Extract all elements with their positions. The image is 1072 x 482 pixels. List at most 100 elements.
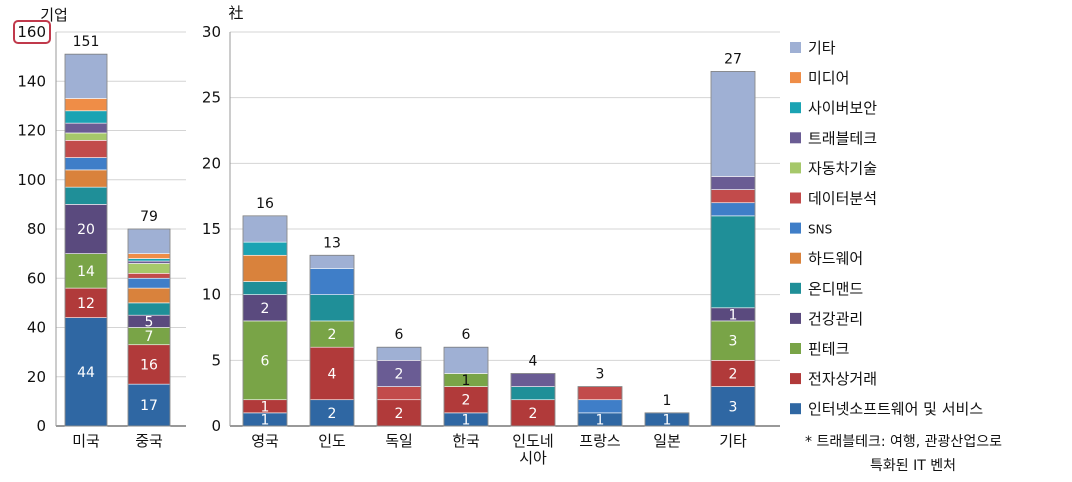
legend-label: 인터넷소프트웨어 및 서비스	[808, 400, 983, 418]
segment-value-label: 2	[261, 301, 270, 317]
bar-segment	[64, 169, 108, 188]
bar-segment	[309, 268, 355, 295]
bar-segment	[64, 287, 108, 318]
segment-value-label: 17	[140, 398, 158, 414]
segment-value-label: 3	[729, 334, 738, 350]
segment-value-label: 1	[462, 373, 471, 389]
bar-segment	[127, 253, 171, 259]
bar-segment	[510, 386, 556, 401]
bar-segment	[242, 281, 288, 295]
segment-value-label: 6	[261, 353, 270, 369]
bar-segment	[127, 258, 171, 262]
bar-segment	[443, 346, 489, 374]
y-tick-label: 5	[211, 351, 221, 369]
segment-value-label: 2	[395, 366, 404, 382]
bar-segment	[127, 344, 171, 385]
legend-swatch	[790, 373, 801, 385]
legend-swatch	[790, 162, 801, 174]
bar-total-label: 3	[596, 367, 605, 383]
bar-segment	[64, 122, 108, 134]
bar-segment	[309, 399, 355, 427]
legend-label: 건강관리	[808, 310, 863, 328]
y-tick-label: 0	[211, 417, 221, 435]
segment-value-label: 3	[729, 399, 738, 415]
segment-value-label: 12	[77, 296, 95, 312]
legend-swatch	[790, 72, 801, 84]
bar-segment	[710, 71, 756, 177]
axis-unit-label: 기업	[40, 6, 68, 24]
right-chart: 社051015202530116216영국24213인도226독일1216한국2…	[202, 4, 780, 467]
y-tick-label: 160	[17, 23, 46, 41]
segment-value-label: 14	[77, 264, 95, 280]
footnote-line-2: 특화된 IT 벤처	[870, 458, 956, 474]
bar-segment	[242, 320, 288, 401]
legend-swatch	[790, 252, 801, 264]
bar-segment	[127, 228, 171, 254]
segment-value-label: 2	[395, 406, 404, 422]
legend-label: SNS	[808, 223, 832, 237]
legend-swatch	[790, 343, 801, 354]
y-tick-label: 10	[202, 286, 221, 304]
legend-label: 데이터분석	[808, 190, 877, 208]
bar-segment	[127, 302, 171, 316]
segment-value-label: 2	[328, 406, 337, 422]
bar-segment	[64, 186, 108, 205]
y-tick-label: 80	[27, 220, 46, 238]
bar-segment	[376, 360, 422, 387]
segment-value-label: 2	[462, 393, 471, 409]
bar-total-label: 27	[724, 51, 742, 67]
bar-segment	[710, 176, 756, 190]
x-category-label: 영국	[251, 432, 279, 450]
bar-total-label: 4	[529, 353, 538, 369]
bar-segment	[309, 294, 355, 322]
x-category-label: 시아	[519, 449, 547, 467]
bar-segment	[309, 254, 355, 269]
bar-segment	[710, 215, 756, 309]
segment-value-label: 2	[729, 366, 738, 382]
bar-segment	[242, 215, 288, 243]
legend-label: 자동차기술	[808, 159, 877, 177]
bar-segment	[376, 386, 422, 401]
bar-segment	[64, 53, 108, 99]
bar-segment	[64, 140, 108, 158]
legend-swatch	[790, 192, 801, 204]
bar-total-label: 6	[462, 327, 471, 343]
left-chart: 기업 0 20 40 60 80 100 120 140 160 44 12 14 20 151 미국 17 16…	[13, 6, 186, 450]
bar-outline	[309, 254, 355, 427]
x-category-label: 중국	[135, 432, 163, 450]
y-tick-label: 20	[27, 368, 46, 386]
bar-outline	[376, 346, 422, 427]
legend-label: 온디맨드	[808, 280, 863, 298]
bar-segment	[510, 373, 556, 387]
bar-segment	[127, 260, 171, 264]
y-tick-label: 100	[17, 171, 46, 189]
legend-swatch	[790, 312, 801, 324]
segment-value-label: 1	[462, 412, 471, 428]
y-tick-label: 120	[17, 122, 46, 140]
bar-segment	[64, 132, 108, 141]
footnote-line-1: * 트래블테크: 여행, 관광산업으로	[805, 434, 1002, 450]
bar-outline	[510, 373, 556, 427]
x-category-label: 기타	[719, 432, 747, 450]
footnote: * 트래블테크: 여행, 관광산업으로 특화된 IT 벤처	[805, 434, 1002, 474]
legend-swatch	[790, 282, 801, 294]
bar-total-label: 151	[73, 34, 100, 50]
bar-segment	[577, 386, 623, 401]
bar-outline	[64, 53, 108, 427]
x-category-label: 미국	[72, 432, 100, 450]
bar-segment	[64, 157, 108, 171]
bar-segment	[242, 241, 288, 256]
bar-segment	[64, 317, 108, 427]
y-tick-label: 20	[202, 154, 221, 172]
legend-label: 핀테크	[808, 340, 849, 358]
bar-segment	[64, 110, 108, 124]
x-category-label: 인도네	[512, 432, 553, 450]
bar-segment	[710, 320, 756, 361]
legend-label: 기타	[808, 39, 836, 57]
segment-value-label: 2	[328, 327, 337, 343]
bar-segment	[64, 204, 108, 254]
legend-label: 트래블테크	[808, 129, 877, 147]
highlighted-tick-box	[13, 20, 51, 44]
y-tick-label: 15	[202, 220, 221, 238]
